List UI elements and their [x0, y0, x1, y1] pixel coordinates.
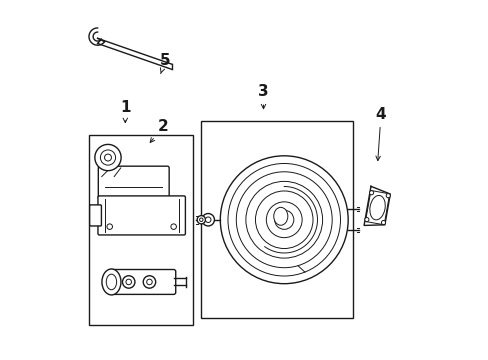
Circle shape	[386, 194, 389, 198]
Circle shape	[197, 216, 205, 224]
Circle shape	[236, 172, 331, 268]
Circle shape	[146, 279, 152, 285]
Circle shape	[107, 224, 112, 229]
Circle shape	[122, 276, 135, 288]
Ellipse shape	[369, 195, 385, 220]
Circle shape	[369, 191, 373, 195]
Ellipse shape	[273, 207, 287, 225]
Circle shape	[205, 217, 210, 222]
Circle shape	[381, 220, 385, 225]
Circle shape	[202, 213, 214, 226]
FancyBboxPatch shape	[98, 196, 185, 235]
Circle shape	[364, 217, 368, 222]
Circle shape	[227, 163, 340, 276]
Circle shape	[220, 156, 347, 284]
Bar	[89, 135, 192, 325]
Circle shape	[170, 224, 176, 229]
Circle shape	[199, 218, 203, 221]
Circle shape	[143, 276, 155, 288]
Circle shape	[245, 181, 322, 258]
FancyBboxPatch shape	[89, 205, 101, 226]
Circle shape	[126, 279, 131, 285]
Text: 4: 4	[375, 107, 386, 161]
Circle shape	[255, 191, 312, 248]
Text: 1: 1	[120, 100, 130, 122]
Text: 5: 5	[160, 53, 170, 74]
Text: 3: 3	[258, 84, 268, 109]
FancyBboxPatch shape	[109, 270, 175, 294]
Circle shape	[95, 144, 121, 171]
Circle shape	[104, 154, 111, 161]
Bar	[201, 121, 353, 318]
Circle shape	[266, 202, 302, 238]
FancyBboxPatch shape	[98, 166, 169, 199]
Text: 2: 2	[150, 119, 168, 143]
Circle shape	[100, 150, 115, 165]
Circle shape	[274, 210, 293, 229]
Ellipse shape	[102, 269, 121, 295]
Ellipse shape	[106, 274, 117, 290]
